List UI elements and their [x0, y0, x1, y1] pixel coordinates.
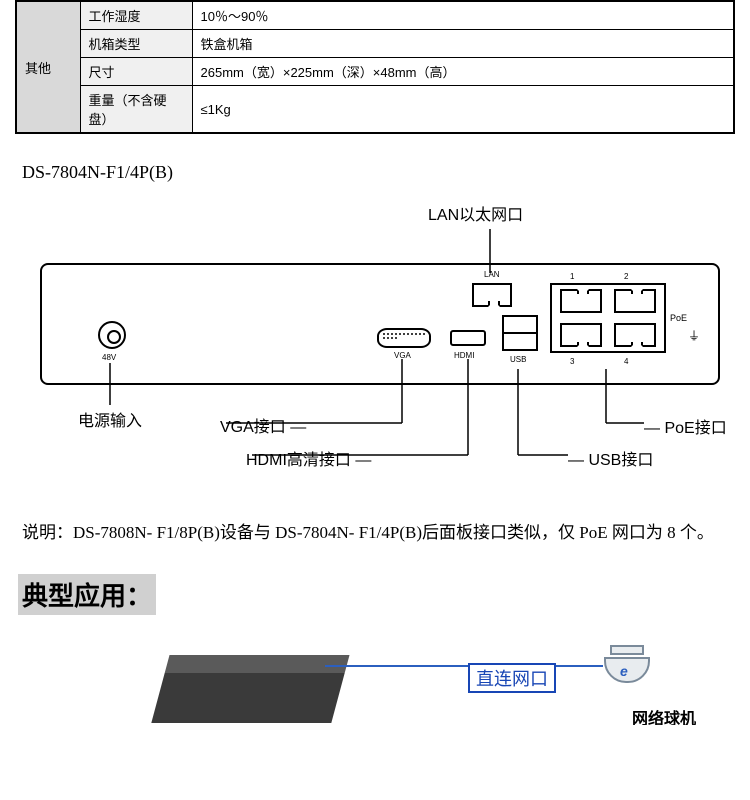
link-label: 直连网口 [468, 663, 556, 693]
callout-hdmi: HDMI高清接口 — [246, 446, 371, 470]
hdmi-port-label: HDMI [454, 351, 474, 360]
poe-num-2: 2 [624, 272, 628, 281]
poe-side-label: PoE [670, 313, 687, 323]
usb-port-label: USB [510, 355, 526, 364]
lan-port-icon [472, 283, 512, 307]
nvr-device-icon [151, 673, 344, 723]
spec-row-label: 重量（不含硬盘） [80, 86, 192, 134]
poe-num-3: 3 [570, 357, 574, 366]
power-jack-icon [98, 321, 126, 349]
section-heading: 典型应用： [18, 574, 156, 615]
spec-row-value: 10％～90％ [192, 1, 734, 30]
description-text: 说明：DS-7808N- F1/8P(B)设备与 DS-7804N- F1/4P… [22, 513, 728, 552]
poe-num-4: 4 [624, 357, 628, 366]
spec-category: 其他 [16, 1, 80, 133]
rear-panel-diagram: 48V VGA HDMI LAN USB 1 2 3 4 PoE ⏚ [28, 193, 728, 493]
lan-port-label: LAN [484, 270, 500, 279]
callout-lan: LAN以太网口 [428, 201, 523, 225]
camera-hint: 网络球机 [632, 705, 696, 725]
ground-icon: ⏚ [688, 327, 700, 344]
spec-row-value: ≤1Kg [192, 86, 734, 134]
poe-num-1: 1 [570, 272, 574, 281]
ip-camera-icon: e [596, 645, 658, 695]
model-heading: DS-7804N-F1/4P(B) [22, 162, 750, 183]
callout-poe: — PoE接口 [644, 414, 727, 438]
usb-ports-icon [502, 315, 538, 351]
callout-usb: — USB接口 [568, 446, 653, 470]
link-line [325, 665, 603, 667]
hdmi-port-icon [450, 330, 486, 346]
application-diagram: 直连网口 e 网络球机 [28, 645, 728, 725]
spec-row-label: 工作湿度 [80, 1, 192, 30]
rear-panel-outline: 48V VGA HDMI LAN USB 1 2 3 4 PoE ⏚ [40, 263, 720, 385]
power-port-label: 48V [102, 353, 116, 362]
vga-port-icon [377, 328, 431, 348]
poe-block-icon [550, 283, 666, 353]
callout-vga: VGA接口 — [220, 413, 306, 437]
spec-table: 其他 工作湿度 10％～90％ 机箱类型 铁盒机箱 尺寸 265mm（宽）×22… [15, 0, 735, 134]
spec-row-label: 机箱类型 [80, 30, 192, 58]
callout-power: 电源输入 [78, 407, 142, 431]
spec-row-value: 铁盒机箱 [192, 30, 734, 58]
spec-row-value: 265mm（宽）×225mm（深）×48mm（高） [192, 58, 734, 86]
vga-port-label: VGA [394, 351, 411, 360]
spec-row-label: 尺寸 [80, 58, 192, 86]
